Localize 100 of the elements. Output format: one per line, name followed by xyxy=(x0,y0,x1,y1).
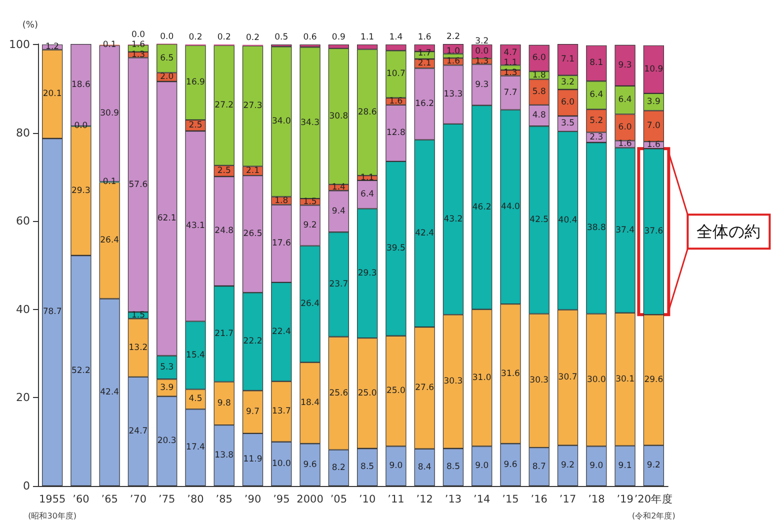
data-label: 16.2 xyxy=(415,99,434,110)
data-label: 28.6 xyxy=(358,107,377,118)
data-label: 8.2 xyxy=(332,462,346,473)
x-tick-label: ’17 xyxy=(559,494,576,506)
data-label: 1.3 xyxy=(475,56,489,66)
data-label: 1.6 xyxy=(446,56,460,67)
data-label: 27.3 xyxy=(243,101,262,112)
data-label: 0.2 xyxy=(188,32,202,42)
data-label: 5.8 xyxy=(532,87,546,98)
data-label: 22.4 xyxy=(272,326,291,337)
data-label: 25.0 xyxy=(386,386,406,396)
data-label: 9.0 xyxy=(389,461,403,472)
data-label: 4.5 xyxy=(188,394,202,404)
y-tick-label: 0 xyxy=(23,480,30,492)
data-label: 9.6 xyxy=(303,460,317,470)
data-label: 9.3 xyxy=(618,60,632,70)
data-label: 8.5 xyxy=(360,462,374,472)
data-label: 6.0 xyxy=(532,53,546,64)
x-tick-label: ’85 xyxy=(216,494,232,506)
data-label: 9.1 xyxy=(618,460,632,471)
data-label: 16.9 xyxy=(186,78,205,88)
data-label: 30.9 xyxy=(100,108,120,119)
data-label: 2.5 xyxy=(188,120,202,130)
data-label: 3.2 xyxy=(561,77,575,88)
data-label: 34.0 xyxy=(272,116,291,127)
data-label: 38.8 xyxy=(586,223,606,234)
data-label: 1.6 xyxy=(646,140,660,150)
x-tick-label: ’11 xyxy=(388,494,404,506)
data-label: 2.5 xyxy=(217,166,231,176)
data-label: 9.2 xyxy=(303,220,317,230)
data-label: 29.3 xyxy=(358,268,377,278)
data-label: 18.6 xyxy=(71,80,90,90)
data-label: 39.5 xyxy=(386,244,406,254)
data-label: 10.7 xyxy=(386,69,406,80)
data-label: 13.2 xyxy=(128,342,148,353)
data-label: 10.9 xyxy=(644,64,664,74)
data-label: 1.6 xyxy=(131,40,145,50)
data-label: 2.0 xyxy=(160,72,174,82)
data-label: 1.5 xyxy=(303,196,317,207)
data-label: 1.8 xyxy=(532,70,546,80)
data-label: 0.5 xyxy=(274,32,288,42)
data-label: 2.1 xyxy=(418,58,432,69)
data-label: 43.2 xyxy=(444,214,463,224)
data-label: 24.7 xyxy=(128,426,148,436)
data-label: 46.2 xyxy=(472,202,492,212)
data-label: 2.2 xyxy=(446,32,460,42)
data-label: 20.3 xyxy=(157,436,176,446)
data-label: 42.5 xyxy=(530,214,549,225)
y-tick-label: 20 xyxy=(16,391,30,404)
data-label: 3.9 xyxy=(646,97,660,108)
data-label: 6.0 xyxy=(561,98,575,108)
x-tick-label: ’60 xyxy=(72,494,90,506)
x-tick-label: ’90 xyxy=(244,494,262,506)
data-label: 1.1 xyxy=(360,173,374,184)
data-label: 1.6 xyxy=(389,96,403,106)
data-label: 37.6 xyxy=(644,226,664,237)
y-tick-label: 100 xyxy=(9,38,30,51)
data-label: 0.1 xyxy=(102,176,116,187)
data-label: 44.0 xyxy=(501,202,520,212)
data-label: 6.4 xyxy=(618,95,632,106)
data-label: 8.4 xyxy=(418,462,432,472)
data-label: 9.0 xyxy=(475,461,489,472)
text: (令和2年度) xyxy=(632,512,676,520)
data-label: 57.6 xyxy=(128,180,148,190)
data-label: 5.3 xyxy=(160,362,174,372)
text: (昭和30年度) xyxy=(28,512,77,520)
data-label: 1.4 xyxy=(332,182,346,193)
data-label: 25.0 xyxy=(358,388,377,398)
data-label: 31.0 xyxy=(472,372,492,383)
x-tick-label: ’70 xyxy=(130,494,147,506)
data-label: 18.4 xyxy=(300,398,320,408)
data-label: 2.3 xyxy=(590,132,604,142)
x-tick-label: ’13 xyxy=(444,494,462,506)
data-label: 7.7 xyxy=(504,88,518,98)
data-label: 6.4 xyxy=(590,90,604,100)
data-label: 26.4 xyxy=(100,235,120,246)
data-label: 13.7 xyxy=(272,406,291,417)
x-tick-label: ’19 xyxy=(616,494,634,506)
data-label: 6.4 xyxy=(360,190,374,200)
data-label: 0.0 xyxy=(475,46,489,56)
data-label: 7.0 xyxy=(646,121,660,132)
data-label: 3.2 xyxy=(475,36,489,46)
data-label: 15.4 xyxy=(186,350,205,360)
data-label: 30.7 xyxy=(558,372,578,383)
x-tick-label: ’15 xyxy=(502,494,519,506)
data-label: 6.5 xyxy=(160,53,174,64)
data-label: 24.8 xyxy=(214,226,234,236)
y-tick-label: 80 xyxy=(16,126,30,140)
x-tick-label: ’20年度 xyxy=(634,492,674,506)
data-label: 6.0 xyxy=(618,122,632,132)
x-tick-label: ’16 xyxy=(530,494,548,506)
data-label: 9.2 xyxy=(646,460,660,471)
x-tick-label: ’10 xyxy=(358,494,376,506)
data-label: 8.1 xyxy=(590,58,604,68)
data-label: 0.0 xyxy=(74,121,88,132)
data-label: 1.5 xyxy=(131,310,145,320)
data-label: 8.5 xyxy=(446,462,460,472)
data-label: 1.3 xyxy=(504,68,518,78)
x-tick-label: ’14 xyxy=(474,494,491,506)
data-label: 30.3 xyxy=(444,376,463,387)
